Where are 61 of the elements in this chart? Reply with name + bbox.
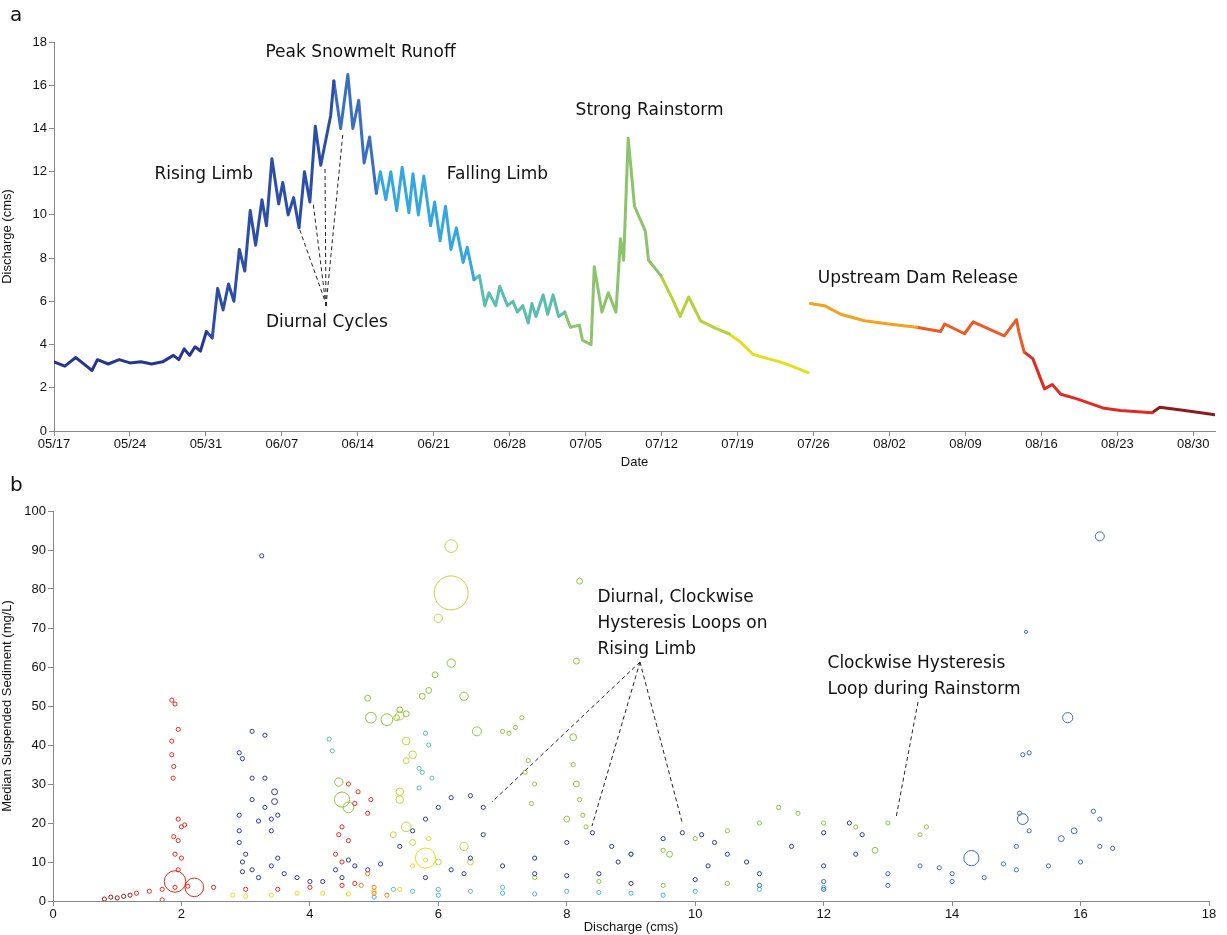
y-tick-label: 30 bbox=[31, 775, 46, 791]
annotation: Upstream Dam Release bbox=[817, 266, 1018, 287]
y-tick-label: 4 bbox=[39, 336, 47, 352]
x-tick-label: 05/31 bbox=[189, 436, 223, 452]
x-tick-label: 07/26 bbox=[797, 436, 830, 452]
y-axis-title: Median Suspended Sediment (mg/L) bbox=[0, 600, 15, 812]
chart-title: b bbox=[10, 472, 23, 497]
x-tick-label: 14 bbox=[944, 906, 960, 922]
annotation: Clockwise Hysteresis Loop during Rainstorm bbox=[827, 651, 1021, 698]
x-tick-label: 07/19 bbox=[721, 436, 754, 452]
x-tick-label: 12 bbox=[816, 906, 831, 922]
x-tick-label: 06/28 bbox=[493, 436, 526, 452]
y-tick-label: 60 bbox=[31, 658, 46, 674]
x-tick-label: 8 bbox=[563, 906, 571, 922]
x-tick-label: 0 bbox=[49, 906, 57, 922]
y-tick-label: 10 bbox=[31, 853, 46, 869]
x-tick-label: 08/02 bbox=[873, 436, 906, 452]
x-tick-label: 08/23 bbox=[1101, 436, 1134, 452]
y-tick-label: 14 bbox=[32, 120, 47, 136]
y-tick-label: 80 bbox=[31, 580, 46, 596]
annotation: Falling Limb bbox=[446, 163, 549, 184]
x-tick-label: 08/16 bbox=[1025, 436, 1058, 452]
x-tick-label: 08/30 bbox=[1177, 436, 1210, 452]
x-tick-label: 2 bbox=[177, 906, 186, 922]
y-tick-label: 70 bbox=[31, 619, 46, 635]
y-tick-label: 20 bbox=[31, 814, 46, 830]
y-tick-label: 50 bbox=[31, 697, 46, 713]
y-tick-label: 6 bbox=[39, 292, 47, 308]
x-tick-label: 16 bbox=[1073, 906, 1088, 922]
x-tick-label: 06/07 bbox=[265, 436, 299, 452]
y-axis-title: Discharge (cms) bbox=[0, 189, 15, 284]
x-axis-title: Date bbox=[620, 453, 649, 469]
x-tick-label: 6 bbox=[434, 906, 442, 922]
annotation: Diurnal Cycles bbox=[265, 310, 388, 331]
x-tick-label: 07/12 bbox=[645, 436, 678, 452]
y-tick-label: 100 bbox=[24, 502, 46, 518]
annotation: Rising Limb bbox=[154, 163, 254, 184]
annotation: Strong Rainstorm bbox=[575, 99, 724, 120]
x-tick-label: 4 bbox=[306, 906, 314, 922]
y-tick-label: 90 bbox=[31, 541, 46, 557]
x-tick-label: 06/14 bbox=[341, 436, 375, 452]
x-tick-label: 08/09 bbox=[949, 436, 982, 452]
y-tick-label: 18 bbox=[32, 33, 47, 49]
x-tick-label: 05/24 bbox=[113, 436, 147, 452]
y-tick-label: 0 bbox=[38, 892, 46, 908]
y-tick-label: 16 bbox=[32, 76, 47, 92]
x-tick-label: 18 bbox=[1201, 906, 1217, 922]
x-tick-label: 05/17 bbox=[37, 436, 71, 452]
y-tick-label: 8 bbox=[39, 249, 47, 265]
x-tick-label: 06/21 bbox=[417, 436, 451, 452]
y-tick-label: 10 bbox=[32, 206, 47, 222]
x-tick-label: 07/05 bbox=[569, 436, 602, 452]
y-tick-label: 12 bbox=[32, 163, 47, 179]
annotation: Peak Snowmelt Runoff bbox=[265, 40, 457, 61]
x-axis-title: Discharge (cms) bbox=[583, 918, 679, 934]
chart-title: a bbox=[10, 2, 23, 27]
y-tick-label: 40 bbox=[31, 736, 46, 752]
annotation: Diurnal, Clockwise Hysteresis Loops on Rising Limb bbox=[597, 586, 768, 659]
y-tick-label: 2 bbox=[39, 379, 47, 395]
x-tick-label: 10 bbox=[687, 906, 703, 922]
y-tick-label: 0 bbox=[39, 422, 47, 438]
